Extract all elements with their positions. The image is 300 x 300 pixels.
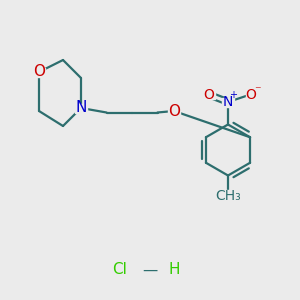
Text: H: H [168, 262, 180, 278]
Bar [219, 190, 237, 199]
Text: O: O [33, 64, 45, 80]
Text: O: O [168, 103, 180, 118]
Text: Cl: Cl [112, 262, 128, 278]
Text: O: O [245, 88, 256, 101]
Bar [246, 90, 258, 99]
Bar [222, 98, 234, 106]
Text: —: — [142, 262, 158, 278]
Bar [168, 106, 180, 116]
Text: N: N [75, 100, 87, 116]
Bar [75, 103, 87, 112]
Text: O: O [203, 88, 214, 101]
Text: N: N [223, 95, 233, 109]
Text: +: + [229, 90, 237, 100]
Text: CH₃: CH₃ [215, 189, 241, 203]
Bar [33, 68, 45, 76]
Text: ⁻: ⁻ [254, 84, 260, 98]
Bar [202, 90, 214, 99]
